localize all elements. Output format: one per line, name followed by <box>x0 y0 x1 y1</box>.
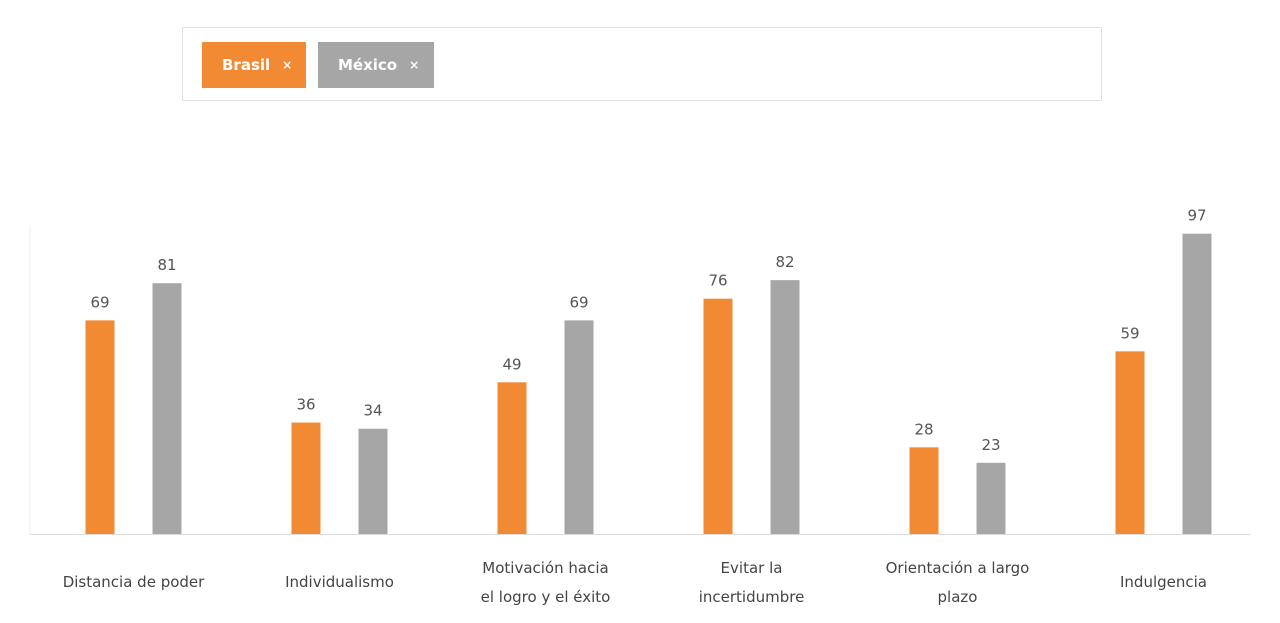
x-tick-label-5: Indulgencia <box>1120 573 1207 591</box>
data-label-mxico-4: 23 <box>981 436 1000 454</box>
x-tick-label-0: Distancia de poder <box>63 573 205 591</box>
chip-label: México <box>338 56 398 74</box>
bar-mxico-3[interactable] <box>770 280 800 534</box>
x-tick-label-1: Individualismo <box>285 573 394 591</box>
data-label-mxico-5: 97 <box>1187 207 1206 225</box>
chip-label: Brasil <box>222 56 271 74</box>
bar-mxico-1[interactable] <box>358 428 388 534</box>
x-tick-label-3: Evitar la incertidumbre <box>699 559 805 606</box>
chip-brasil[interactable]: Brasil × <box>202 42 306 88</box>
bar-mxico-2[interactable] <box>564 320 594 534</box>
bar-brasil-2[interactable] <box>497 382 527 534</box>
close-icon[interactable]: × <box>409 58 420 72</box>
data-label-brasil-0: 69 <box>90 293 109 311</box>
x-tick-label-4: Orientación a largo plazo <box>886 559 1030 606</box>
data-label-mxico-2: 69 <box>569 293 588 311</box>
data-label-mxico-1: 34 <box>363 402 382 420</box>
bar-mxico-0[interactable] <box>152 283 182 534</box>
bar-mxico-5[interactable] <box>1182 233 1212 535</box>
bar-brasil-4[interactable] <box>909 447 939 534</box>
data-label-mxico-3: 82 <box>775 253 794 271</box>
data-label-brasil-4: 28 <box>914 420 933 438</box>
bar-mxico-4[interactable] <box>976 462 1006 534</box>
data-label-brasil-5: 59 <box>1120 324 1139 342</box>
close-icon[interactable]: × <box>282 58 293 72</box>
bar-brasil-1[interactable] <box>291 422 321 534</box>
bar-brasil-0[interactable] <box>85 320 115 534</box>
data-label-brasil-2: 49 <box>502 355 521 373</box>
country-selector[interactable]: Brasil × México × <box>182 27 1102 101</box>
x-tick-label-2: Motivación hacia el logro y el éxito <box>481 559 611 606</box>
bar-brasil-3[interactable] <box>703 298 733 534</box>
bar-brasil-5[interactable] <box>1115 351 1145 534</box>
data-label-brasil-1: 36 <box>296 396 315 414</box>
chip-mexico[interactable]: México × <box>318 42 434 88</box>
data-label-brasil-3: 76 <box>708 272 727 290</box>
data-label-mxico-0: 81 <box>157 256 176 274</box>
